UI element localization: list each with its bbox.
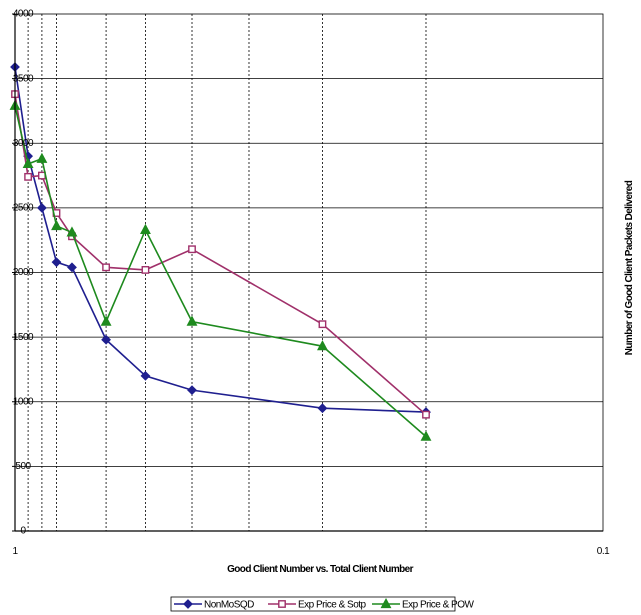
y-axis-label: Number of Good Client Packets Delivered xyxy=(624,180,635,355)
y-tick-label: 3000 xyxy=(13,138,34,149)
series-3 xyxy=(9,99,432,441)
y-tick-label: 0 xyxy=(20,526,26,537)
legend-marker xyxy=(183,599,193,609)
data-point xyxy=(422,410,430,419)
data-point xyxy=(24,172,32,181)
y-tick-label: 1000 xyxy=(13,396,34,407)
y-tick-label: 1500 xyxy=(13,332,34,343)
series-line xyxy=(14,94,427,416)
data-point xyxy=(38,171,46,180)
data-point xyxy=(420,430,432,441)
y-tick-label: 2500 xyxy=(13,203,34,214)
data-point xyxy=(101,334,111,345)
legend-marker xyxy=(380,597,392,609)
data-point xyxy=(67,262,77,273)
x-tick-label: 1 xyxy=(12,546,18,557)
y-tick-label: 4000 xyxy=(13,9,34,20)
data-point xyxy=(188,245,196,254)
series-line xyxy=(14,66,427,413)
data-point xyxy=(66,226,78,237)
data-point xyxy=(140,223,151,234)
legend: NonMoSQD Exp Price & Sotp Exp Price & POW xyxy=(170,596,475,612)
x-tick-label: 0.1 xyxy=(597,546,610,557)
data-point xyxy=(317,403,328,414)
data-point xyxy=(187,385,197,396)
data-point xyxy=(51,257,62,268)
y-tick-label: 500 xyxy=(15,461,31,472)
data-point xyxy=(102,263,110,272)
x-axis-label: Good Client Number vs. Total Client Numb… xyxy=(227,564,413,575)
legend-label: NonMoSQD xyxy=(204,600,254,611)
data-point xyxy=(36,202,47,213)
legend-label: Exp Price & Sotp xyxy=(298,600,367,611)
data-point xyxy=(36,152,48,163)
series-line xyxy=(14,105,427,438)
data-point xyxy=(317,340,328,351)
legend-marker xyxy=(278,600,286,608)
data-point xyxy=(141,266,150,274)
y-tick-label: 2000 xyxy=(13,267,34,278)
tick-labels: 0 500 1000 1500 2000 2500 3000 3500 4000 1 0.1 xyxy=(12,9,611,557)
y-tick-label: 3500 xyxy=(13,73,34,84)
series-layer xyxy=(9,62,432,441)
data-point xyxy=(22,157,34,169)
grid-lines xyxy=(15,14,603,531)
data-point xyxy=(140,370,151,381)
data-point xyxy=(318,320,327,329)
data-point xyxy=(100,315,112,326)
data-point xyxy=(51,219,62,231)
legend-label: Exp Price & POW xyxy=(402,600,474,611)
series-2 xyxy=(11,90,430,419)
data-point xyxy=(186,315,198,326)
